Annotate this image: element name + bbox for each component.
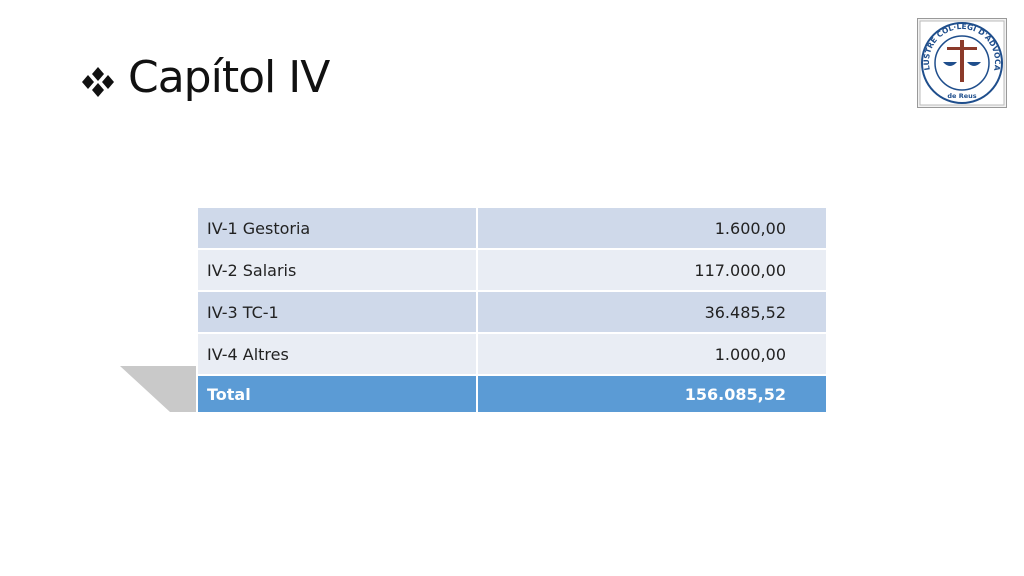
table-row: IV-2 Salaris 117.000,00 <box>196 248 829 292</box>
label-cell: IV-2 Salaris <box>196 248 478 292</box>
table-row: IV-1 Gestoria 1.600,00 <box>196 206 829 250</box>
total-label: Total <box>196 374 478 414</box>
label-cell: IV-1 Gestoria <box>196 206 478 250</box>
label-cell: IV-4 Altres <box>196 332 478 376</box>
table-row: IV-3 TC-1 36.485,52 <box>196 290 829 334</box>
table-row: IV-4 Altres 1.000,00 <box>196 332 829 376</box>
total-amount: 156.085,52 <box>475 374 829 414</box>
amount-cell: 1.000,00 <box>475 332 829 376</box>
total-row: Total 156.085,52 <box>196 374 829 414</box>
table-shadow <box>120 366 196 412</box>
amount-cell: 1.600,00 <box>475 206 829 250</box>
budget-table: IV-1 Gestoria 1.600,00 IV-2 Salaris 117.000… <box>196 206 829 414</box>
label-cell: IV-3 TC-1 <box>196 290 478 334</box>
amount-cell: 36.485,52 <box>475 290 829 334</box>
bullet-icon <box>82 67 114 97</box>
logo: IL·LUSTRE COL·LEGI D'ADVOCATS de Reus <box>917 18 1007 108</box>
logo-city: de Reus <box>947 92 976 100</box>
slide-title: Capítol IV <box>128 52 330 103</box>
amount-cell: 117.000,00 <box>475 248 829 292</box>
